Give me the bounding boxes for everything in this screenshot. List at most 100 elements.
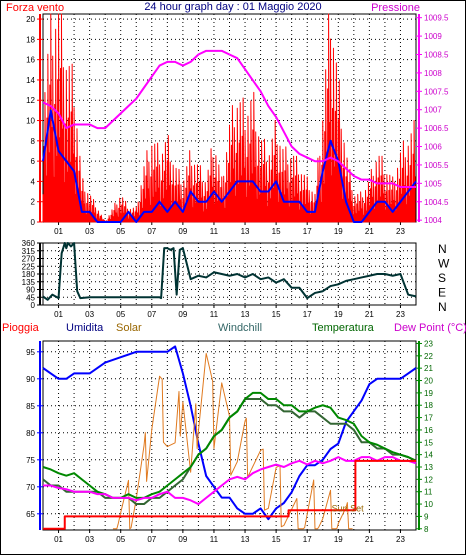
header-right-label: Pressione <box>371 2 420 14</box>
series-direction <box>42 242 417 301</box>
right-tick-label: 1006 <box>424 143 442 152</box>
compass-label: E <box>438 286 446 300</box>
left-tick-label: 360 <box>22 239 36 248</box>
left-tick-label: 12 <box>26 96 35 105</box>
x-tick-label: 01 <box>54 535 63 544</box>
left-tick-label: 90 <box>26 286 35 295</box>
bottom-header-label: Temperatura <box>312 322 375 334</box>
left-tick-label: 20 <box>26 15 35 24</box>
right-tick-label: 16 <box>424 426 433 435</box>
x-tick-label: 23 <box>396 227 405 236</box>
left-tick-label: 85 <box>26 402 35 411</box>
left-tick-label: 14 <box>26 76 35 85</box>
right-tick-label: 1005 <box>424 179 442 188</box>
bottom-header-label: Umidita <box>66 322 104 334</box>
x-tick-label: 13 <box>241 310 250 319</box>
x-tick-label: 15 <box>272 227 281 236</box>
right-tick-label: 18 <box>424 401 433 410</box>
left-tick-label: 95 <box>26 348 35 357</box>
x-tick-label: 13 <box>241 227 250 236</box>
right-tick-label: 10 <box>424 500 433 509</box>
left-tick-label: 4 <box>31 177 36 186</box>
left-tick-label: 180 <box>22 270 36 279</box>
x-tick-label: 05 <box>116 310 125 319</box>
right-tick-label: 17 <box>424 414 433 423</box>
x-tick-label: 15 <box>272 310 281 319</box>
left-tick-label: 2 <box>31 198 36 207</box>
x-tick-label: 01 <box>54 227 63 236</box>
x-tick-label: 05 <box>116 535 125 544</box>
left-tick-label: 270 <box>22 255 36 264</box>
bottom-header-label: Windchill <box>218 322 262 334</box>
left-tick-label: 18 <box>26 35 35 44</box>
x-tick-label: 13 <box>241 535 250 544</box>
x-tick-label: 21 <box>365 535 374 544</box>
right-tick-label: 1005.5 <box>424 161 449 170</box>
x-tick-label: 07 <box>147 310 156 319</box>
right-tick-label: 11 <box>424 488 433 497</box>
x-tick-label: 17 <box>303 310 312 319</box>
left-tick-label: 80 <box>26 429 35 438</box>
left-tick-label: 90 <box>26 375 35 384</box>
x-tick-label: 19 <box>334 310 343 319</box>
right-tick-label: 1009 <box>424 32 442 41</box>
series-humidity <box>42 345 417 521</box>
right-tick-label: 8 <box>424 525 429 534</box>
x-tick-label: 09 <box>178 227 187 236</box>
x-tick-label: 11 <box>210 535 219 544</box>
left-tick-label: 8 <box>31 137 36 146</box>
sun-set-label: Sun Set <box>332 503 365 513</box>
x-tick-label: 15 <box>272 535 281 544</box>
x-tick-label: 09 <box>178 535 187 544</box>
x-tick-label: 09 <box>178 310 187 319</box>
x-tick-label: 21 <box>365 310 374 319</box>
left-tick-label: 0 <box>31 301 36 310</box>
x-tick-label: 23 <box>396 310 405 319</box>
x-tick-label: 19 <box>334 535 343 544</box>
right-tick-label: 1008.5 <box>424 50 449 59</box>
x-tick-label: 03 <box>85 535 94 544</box>
right-tick-label: 20 <box>424 377 433 386</box>
right-tick-label: 1007 <box>424 106 442 115</box>
series-rain <box>43 459 416 530</box>
series-dewpoint <box>43 456 417 506</box>
bottom-header-label: Dew Point (°C) <box>394 322 466 334</box>
right-tick-label: 21 <box>424 364 433 373</box>
bottom-header-label: Solar <box>116 322 142 334</box>
x-tick-label: 03 <box>85 227 94 236</box>
right-tick-label: 12 <box>424 475 433 484</box>
x-tick-label: 17 <box>303 535 312 544</box>
left-tick-label: 65 <box>26 510 35 519</box>
left-tick-label: 135 <box>22 278 36 287</box>
x-tick-label: 07 <box>147 227 156 236</box>
compass-label: N <box>438 300 447 314</box>
right-tick-label: 22 <box>424 352 433 361</box>
left-tick-label: 45 <box>26 293 35 302</box>
x-tick-label: 01 <box>54 310 63 319</box>
right-tick-label: 23 <box>424 339 433 348</box>
left-tick-label: 0 <box>31 218 36 227</box>
bottom-header-label: Pioggia <box>2 322 40 334</box>
right-tick-label: 1009.5 <box>424 14 449 23</box>
x-tick-label: 19 <box>334 227 343 236</box>
plot-frame <box>42 242 417 306</box>
right-tick-label: 1004.5 <box>424 198 449 207</box>
left-tick-label: 75 <box>26 456 35 465</box>
header-title: 24 hour graph day : 01 Maggio 2020 <box>144 1 321 13</box>
header-left-label: Forza vento <box>6 2 64 14</box>
left-tick-label: 315 <box>22 247 36 256</box>
x-tick-label: 17 <box>303 227 312 236</box>
x-tick-label: 21 <box>365 227 374 236</box>
right-tick-label: 9 <box>424 512 429 521</box>
right-tick-label: 1007.5 <box>424 87 449 96</box>
left-tick-label: 225 <box>22 262 36 271</box>
x-tick-label: 03 <box>85 310 94 319</box>
right-tick-label: 1008 <box>424 69 442 78</box>
x-tick-label: 11 <box>210 227 219 236</box>
x-tick-label: 05 <box>116 227 125 236</box>
right-tick-label: 1006.5 <box>424 124 449 133</box>
x-tick-label: 23 <box>396 535 405 544</box>
series-pressure <box>42 49 416 189</box>
